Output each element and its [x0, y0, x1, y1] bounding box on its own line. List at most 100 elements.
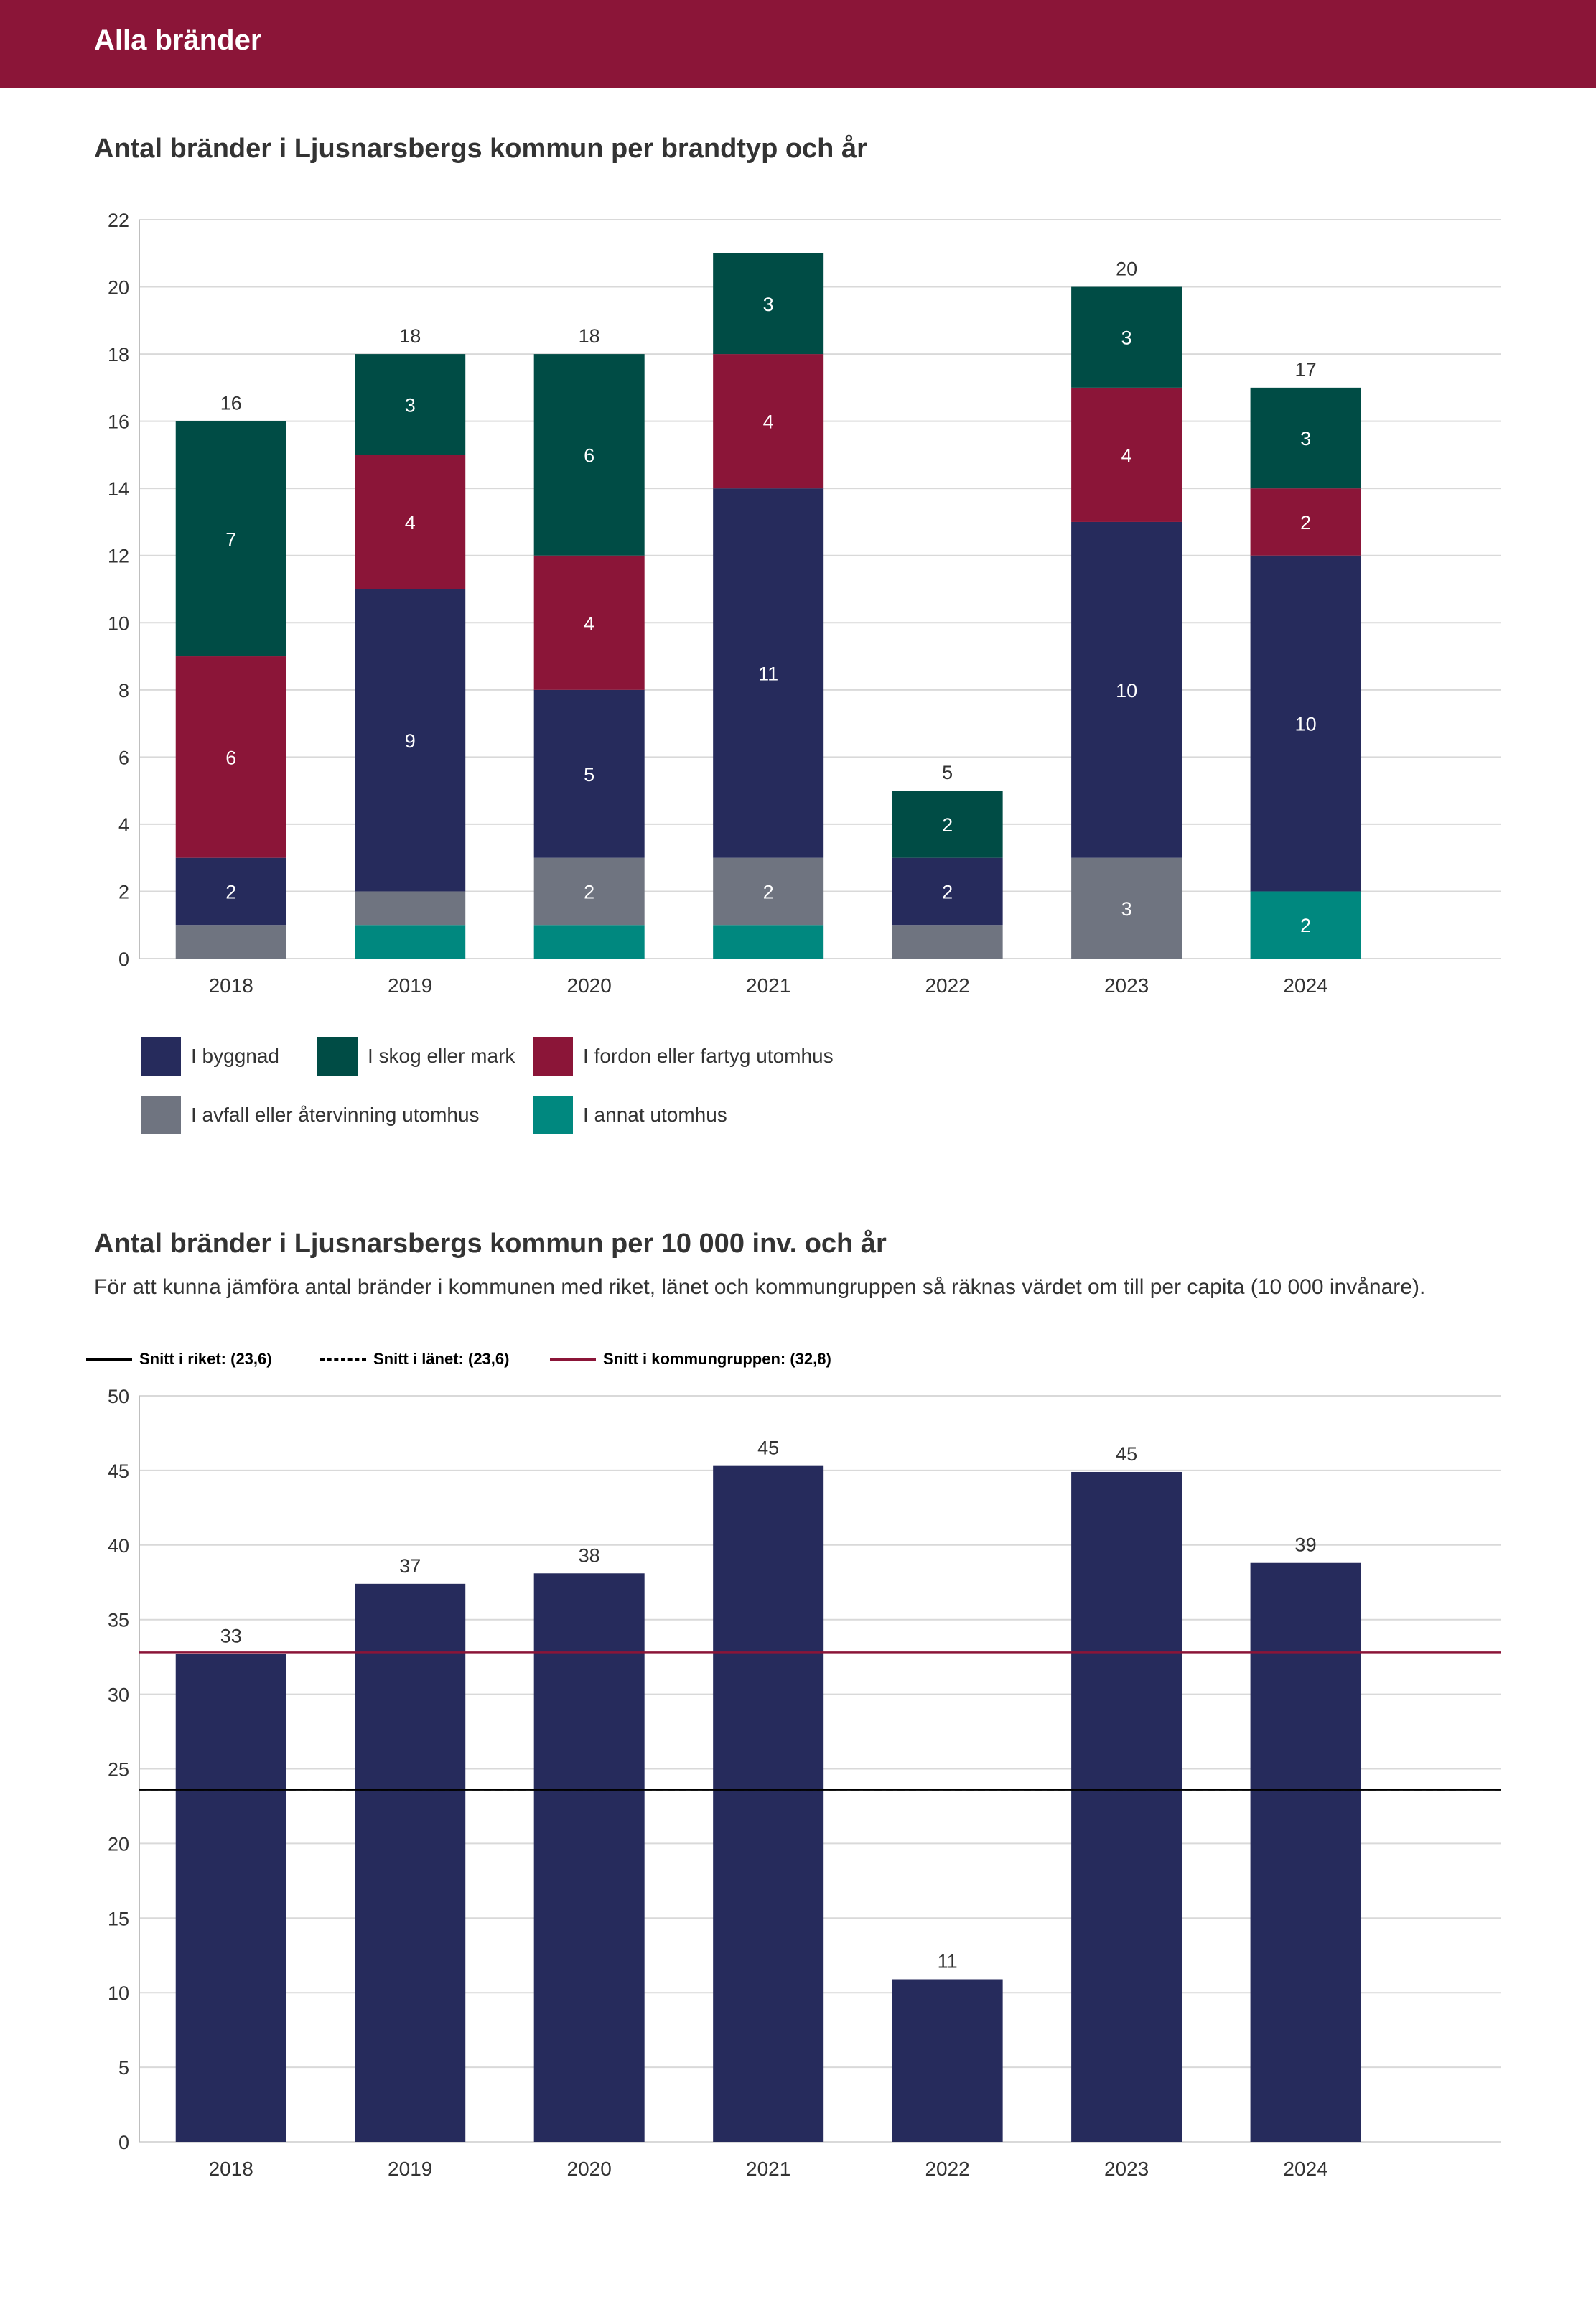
legend-swatch-i-skog-eller-mark: [317, 1037, 358, 1076]
chart1-y-tick-label: 0: [118, 949, 129, 970]
chart1-y-tick-label: 18: [108, 344, 129, 365]
chart1-x-tick-label: 2021: [746, 974, 790, 997]
ref-line-lanet-swatch: [320, 1358, 366, 1361]
legend-swatch-i-avfall: [141, 1096, 181, 1134]
legend-label: I byggnad: [191, 1045, 279, 1067]
chart2-y-tick-label: 25: [108, 1759, 129, 1781]
chart1-bar-segment-i-byggnad: [175, 857, 286, 926]
chart2-bar: [1250, 1562, 1361, 2142]
chart1-data-label: 4: [405, 512, 416, 533]
chart2-y-tick-label: 0: [118, 2132, 129, 2153]
chart2-data-label: 38: [579, 1544, 600, 1566]
chart2-bar: [713, 1465, 824, 2142]
chart2-y-tick-label: 30: [108, 1684, 129, 1706]
chart1-bar-segment-i-skog-eller-mark: [1071, 286, 1182, 388]
legend-item-i-avfall: I avfall eller återvinning utomhus: [141, 1096, 480, 1134]
ref-legend-kommungrupp: Snitt i kommungruppen: (32,8): [550, 1350, 831, 1369]
chart1-data-label: 3: [1121, 898, 1132, 920]
chart1-bar-segment-i-avfall-eller-tervinning-utomhus: [1071, 857, 1182, 959]
chart1-legend: I byggnad I skog eller mark I fordon ell…: [141, 1037, 930, 1137]
chart2-data-label: 37: [399, 1555, 421, 1577]
chart2-x-tick-label: 2023: [1104, 2158, 1149, 2180]
chart2-x-tick-label: 2019: [388, 2158, 432, 2180]
chart1-data-label: 11: [758, 663, 778, 684]
chart2-reference-legend: Snitt i riket: (23,6) Snitt i länet: (23…: [86, 1350, 1091, 1379]
chart1-data-label: 10: [1295, 714, 1317, 735]
chart1-y-tick-label: 22: [108, 210, 129, 231]
chart1-bar-segment-i-skog-eller-mark: [175, 421, 286, 657]
chart2-y-tick-label: 20: [108, 1833, 129, 1855]
chart1-bar-segment-i-byggnad: [713, 488, 824, 858]
chart1-stacked-bar: 0246810121416182022267162018943182019254…: [108, 210, 1501, 997]
legend-item-i-byggnad: I byggnad: [141, 1037, 279, 1076]
chart1-bar-segment-i-skog-eller-mark: [1250, 387, 1361, 489]
chart2-y-tick-label: 15: [108, 1908, 129, 1929]
chart1-bar-segment-i-skog-eller-mark: [892, 791, 1003, 858]
legend-label: I avfall eller återvinning utomhus: [191, 1104, 480, 1126]
chart2-data-label: 11: [938, 1950, 958, 1972]
chart1-data-label: 10: [1116, 680, 1137, 702]
chart1-x-tick-label: 2024: [1283, 974, 1327, 997]
chart1-bar-segment-i-avfall-eller-tervinning-utomhus: [713, 857, 824, 926]
ref-legend-riket: Snitt i riket: (23,6): [86, 1350, 272, 1369]
chart1-bar-segment-i-annat-utomhus: [1250, 891, 1361, 959]
chart1-data-label: 2: [1300, 512, 1311, 533]
chart1-bar-segment-i-skog-eller-mark: [533, 354, 645, 556]
legend-label: I annat utomhus: [583, 1104, 727, 1126]
ref-label: Snitt i länet: (23,6): [373, 1350, 510, 1368]
legend-item-i-fordon: I fordon eller fartyg utomhus: [533, 1037, 834, 1076]
chart1-data-label: 9: [405, 730, 416, 752]
chart1-bar-segment-i-fordon-eller-fartyg-utomhus: [1071, 387, 1182, 522]
ref-label: Snitt i kommungruppen: (32,8): [603, 1350, 831, 1368]
chart2-bar: [355, 1583, 466, 2142]
legend-item-i-annat-utomhus: I annat utomhus: [533, 1096, 727, 1134]
chart1-data-label: 2: [225, 881, 236, 903]
chart1-y-tick-label: 10: [108, 612, 129, 634]
chart1-data-label: 6: [225, 747, 236, 768]
ref-line-kommungrupp-swatch: [550, 1358, 596, 1361]
chart1-x-tick-label: 2018: [209, 974, 253, 997]
chart1-bar-segment-i-avfall-eller-tervinning-utomhus: [892, 925, 1003, 959]
chart1-bar-segment-i-skog-eller-mark: [713, 253, 824, 355]
chart2-x-tick-label: 2018: [209, 2158, 253, 2180]
chart2-y-tick-label: 50: [108, 1386, 129, 1407]
chart1-data-label: 7: [225, 528, 236, 550]
chart1-data-label: 2: [584, 881, 594, 903]
chart1-total-label: 18: [399, 325, 421, 347]
chart2-title: Antal bränder i Ljusnarsbergs kommun per…: [94, 1229, 887, 1259]
chart1-title: Antal bränder i Ljusnarsbergs kommun per…: [94, 134, 867, 164]
chart2-bar: [1071, 1471, 1182, 2142]
chart1-data-label: 3: [763, 294, 774, 315]
ref-line-riket-swatch: [86, 1358, 132, 1361]
chart2-data-label: 33: [220, 1625, 242, 1646]
chart1-y-tick-label: 20: [108, 277, 129, 299]
page-title: Alla bränder: [94, 24, 262, 56]
chart1-bar-segment-i-fordon-eller-fartyg-utomhus: [355, 455, 466, 589]
chart1-y-tick-label: 6: [118, 747, 129, 768]
chart1-bar-segment-i-annat-utomhus: [355, 925, 466, 959]
chart2-bar: [533, 1573, 645, 2142]
legend-item-i-skog-eller-mark: I skog eller mark: [317, 1037, 515, 1076]
chart2-bar: [892, 1979, 1003, 2142]
chart1-total-label: 16: [220, 393, 242, 414]
chart2-data-label: 45: [757, 1437, 779, 1459]
chart1-y-tick-label: 14: [108, 478, 129, 500]
chart1-x-tick-label: 2022: [925, 974, 969, 997]
chart2-x-tick-label: 2020: [567, 2158, 612, 2180]
chart1-bar-segment-i-fordon-eller-fartyg-utomhus: [1250, 488, 1361, 556]
chart1-x-tick-label: 2020: [567, 974, 612, 997]
chart2-bar: 0 5 10 15 20 25 30 35 40 45 50 33 2018 37 2019 38 2020 45…: [108, 1386, 1501, 2180]
chart1-bar-segment-i-byggnad: [355, 589, 466, 892]
chart1-bar-segment-i-byggnad: [892, 857, 1003, 926]
chart1-total-label: 5: [942, 762, 953, 783]
chart1-data-label: 3: [1121, 327, 1132, 349]
chart1-data-label: 5: [584, 764, 594, 786]
chart1-total-label: 18: [579, 325, 600, 347]
chart2-y-tick-label: 10: [108, 1982, 129, 2004]
chart1-bar-segment-i-byggnad: [1250, 555, 1361, 892]
chart1-bar-segment-i-byggnad: [533, 689, 645, 858]
chart1-y-tick-label: 4: [118, 814, 129, 836]
chart1-y-tick-label: 12: [108, 546, 129, 567]
chart1-bar-segment-i-fordon-eller-fartyg-utomhus: [175, 656, 286, 858]
chart1-total-label: 17: [1295, 359, 1317, 381]
